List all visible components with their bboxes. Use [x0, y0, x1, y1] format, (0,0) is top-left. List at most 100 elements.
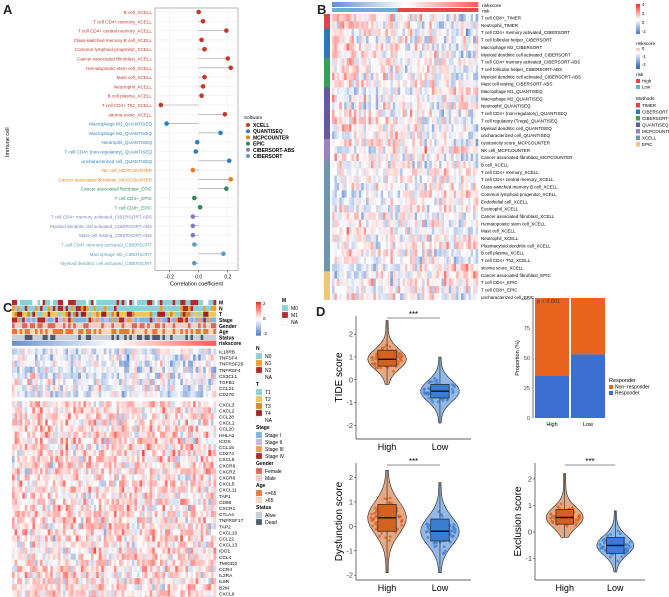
heat-cell	[177, 462, 181, 469]
heat-cell	[339, 197, 343, 206]
scale-cell	[636, 31, 640, 33]
heat-cell	[157, 437, 161, 445]
annotation-cell	[32, 329, 36, 335]
heat-cell	[453, 241, 457, 250]
heat-cell	[180, 348, 184, 355]
annotation-cell	[83, 334, 87, 340]
heat-cell	[98, 437, 102, 445]
heat-cell	[392, 190, 396, 199]
heat-cell	[370, 72, 374, 81]
heat-cell	[70, 456, 74, 463]
heat-cell	[60, 401, 64, 408]
heat-cell	[353, 28, 357, 37]
heat-cell	[443, 271, 447, 279]
heat-cell	[108, 443, 112, 451]
heat-cell	[50, 450, 54, 457]
heat-cell	[448, 65, 452, 74]
annotation-cell	[124, 317, 128, 323]
heat-cell	[126, 391, 130, 398]
heat-cell	[422, 43, 425, 52]
heat-cell	[370, 36, 374, 44]
annotation-cell	[80, 334, 84, 340]
heat-cell	[346, 190, 350, 199]
heat-cell	[402, 50, 406, 59]
heat-cell	[101, 425, 105, 432]
annotation-cell	[136, 311, 140, 317]
heat-cell	[373, 43, 377, 52]
heat-cell	[80, 348, 84, 355]
heat-cell	[443, 197, 447, 206]
heat-cell	[448, 256, 452, 265]
annotation-cell	[60, 329, 64, 335]
heat-cell	[412, 153, 416, 162]
heat-cell	[34, 407, 38, 414]
heat-cell	[470, 263, 474, 272]
annotation-cell	[177, 305, 181, 311]
heat-cell	[96, 456, 99, 463]
heat-cell	[426, 256, 430, 265]
heat-cell	[114, 456, 117, 463]
annotation-cell	[154, 323, 158, 329]
heat-cell	[431, 58, 435, 66]
heat-cell	[443, 138, 447, 147]
heat-cell	[458, 102, 462, 110]
annotation-cell	[80, 329, 84, 335]
annotation-cell	[154, 305, 158, 311]
heat-cell	[409, 50, 413, 59]
heat-cell	[426, 278, 430, 287]
heat-cell	[426, 21, 430, 29]
heat-cell	[157, 468, 161, 475]
heat-cell	[45, 372, 48, 380]
heat-cell	[17, 437, 20, 445]
heat-cell	[412, 87, 416, 96]
heat-cell	[395, 234, 398, 243]
heat-cell	[47, 401, 51, 408]
heat-cell	[175, 378, 179, 386]
method-cell	[324, 234, 330, 243]
riskscore-cell	[341, 2, 345, 7]
heat-cell	[361, 36, 364, 44]
annotation-cell	[213, 305, 217, 311]
heat-cell	[366, 183, 369, 191]
heat-cell	[366, 205, 369, 213]
heat-cell	[375, 21, 379, 29]
heat-cell	[50, 401, 54, 408]
heat-cell	[392, 219, 396, 228]
heat-cell	[400, 94, 403, 103]
annotation-cell	[17, 334, 20, 340]
heat-cell	[463, 241, 467, 250]
heat-cell	[380, 21, 384, 29]
heat-cell	[383, 212, 386, 221]
heat-cell	[63, 372, 66, 380]
heat-cell	[334, 14, 338, 22]
heat-cell	[400, 146, 403, 154]
heat-cell	[351, 293, 355, 300]
heat-cell	[395, 227, 398, 235]
heat-cell	[185, 443, 189, 451]
heat-cell	[402, 138, 406, 147]
heat-cell	[83, 443, 87, 451]
heat-cell	[412, 146, 416, 154]
heat-cell	[434, 227, 437, 235]
annotation-cell	[85, 323, 89, 329]
annotation-cell	[131, 317, 135, 323]
heat-cell	[366, 131, 369, 140]
heat-cell	[370, 241, 374, 250]
heat-cell	[458, 28, 462, 37]
heat-cell	[429, 138, 433, 147]
heat-cell	[103, 366, 107, 374]
heat-cell	[336, 131, 340, 140]
heat-cell	[334, 50, 338, 59]
heat-cell	[341, 21, 345, 29]
heat-cell	[344, 219, 347, 228]
heat-cell	[378, 124, 381, 132]
heat-cell	[27, 348, 31, 355]
heat-cell	[434, 21, 437, 29]
heat-cell	[419, 94, 423, 103]
heat-cell	[47, 348, 51, 355]
heat-cell	[463, 205, 467, 213]
heat-cell	[106, 401, 110, 408]
risk-cell	[441, 8, 445, 12]
heat-cell	[346, 285, 350, 294]
annotation-cell	[70, 305, 74, 311]
